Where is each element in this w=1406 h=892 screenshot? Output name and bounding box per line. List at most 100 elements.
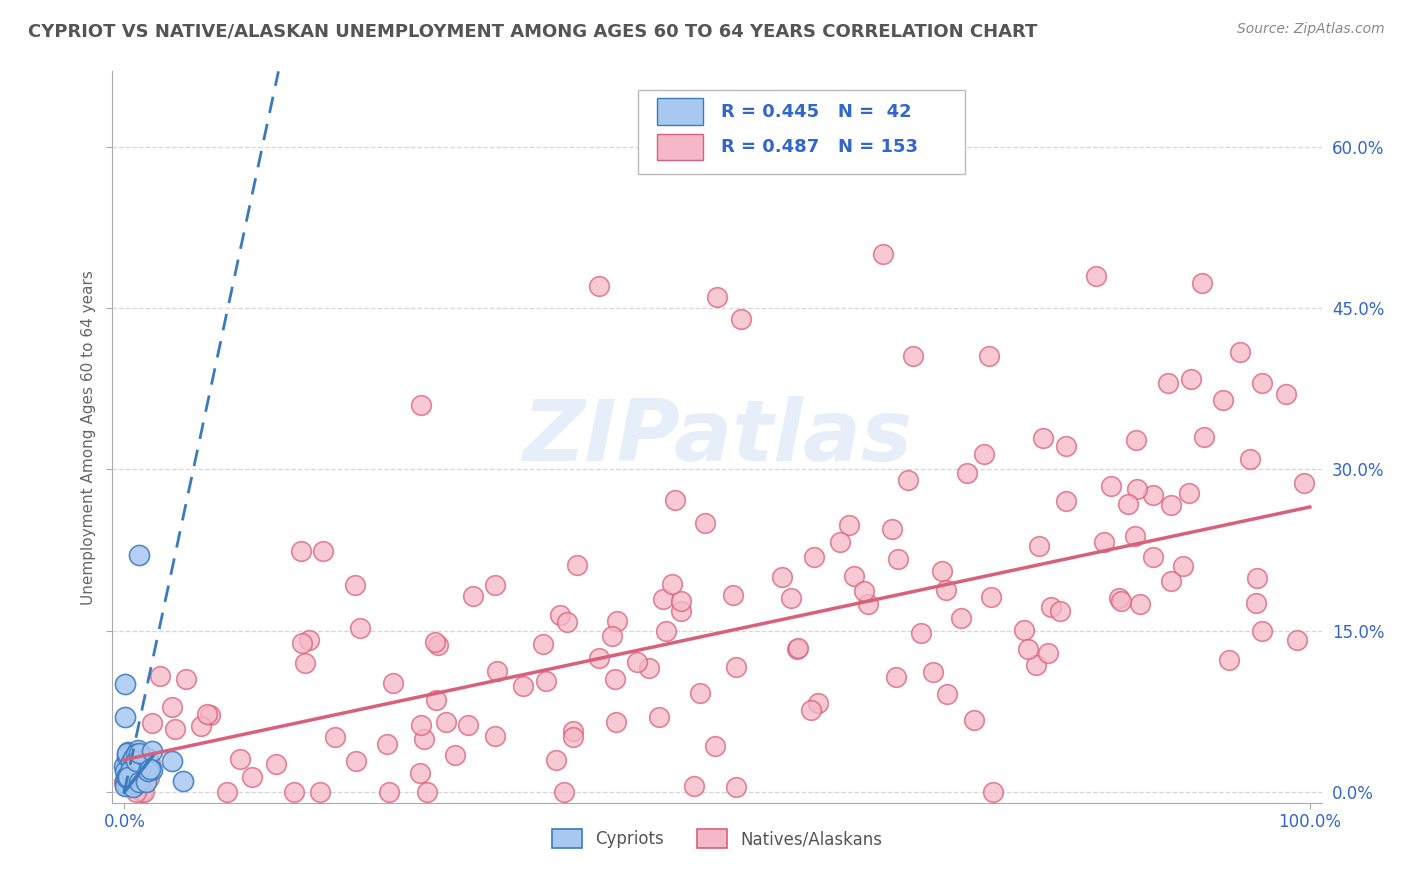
Point bbox=[1118, 498, 1140, 512]
Point bbox=[661, 577, 683, 591]
Point bbox=[125, 785, 148, 799]
Point bbox=[132, 785, 155, 799]
Point bbox=[162, 700, 184, 714]
Point bbox=[378, 785, 401, 799]
Point bbox=[125, 747, 148, 761]
Point bbox=[409, 766, 432, 780]
Point bbox=[112, 759, 135, 773]
Point bbox=[1123, 529, 1146, 543]
Point bbox=[309, 785, 332, 799]
Point bbox=[409, 718, 432, 732]
Point bbox=[117, 768, 139, 782]
Point bbox=[412, 731, 434, 746]
Point bbox=[981, 785, 1004, 799]
Point bbox=[1171, 558, 1194, 573]
Point bbox=[1099, 479, 1122, 493]
Point bbox=[884, 670, 907, 684]
Point bbox=[128, 743, 150, 757]
Point bbox=[546, 753, 568, 767]
Point bbox=[842, 569, 865, 583]
Point bbox=[115, 762, 138, 776]
Point bbox=[973, 447, 995, 461]
Text: CYPRIOT VS NATIVE/ALASKAN UNEMPLOYMENT AMONG AGES 60 TO 64 YEARS CORRELATION CHA: CYPRIOT VS NATIVE/ALASKAN UNEMPLOYMENT A… bbox=[28, 22, 1038, 40]
Point bbox=[160, 754, 183, 768]
Text: Source: ZipAtlas.com: Source: ZipAtlas.com bbox=[1237, 22, 1385, 37]
Point bbox=[588, 650, 610, 665]
Point bbox=[1218, 653, 1240, 667]
Point bbox=[588, 279, 610, 293]
Point bbox=[838, 517, 860, 532]
Point bbox=[115, 772, 138, 786]
Point bbox=[434, 714, 457, 729]
Point bbox=[1017, 642, 1039, 657]
Point bbox=[600, 629, 623, 643]
Point bbox=[533, 637, 555, 651]
Point bbox=[1028, 539, 1050, 553]
Point bbox=[852, 584, 875, 599]
Point bbox=[901, 349, 924, 363]
Point bbox=[128, 775, 150, 789]
Point bbox=[1085, 268, 1108, 283]
Bar bbox=[657, 134, 703, 160]
Point bbox=[664, 492, 686, 507]
Point bbox=[1160, 499, 1182, 513]
Point bbox=[117, 746, 139, 760]
Point bbox=[1032, 431, 1054, 445]
Point bbox=[114, 775, 136, 789]
Point bbox=[553, 785, 575, 799]
Point bbox=[298, 632, 321, 647]
Point bbox=[1049, 604, 1071, 618]
Point bbox=[880, 522, 903, 536]
Point bbox=[138, 772, 160, 786]
Point bbox=[115, 764, 138, 779]
Point bbox=[124, 760, 146, 774]
Point bbox=[1191, 276, 1213, 290]
Point bbox=[149, 669, 172, 683]
Point bbox=[283, 785, 305, 799]
Point bbox=[139, 756, 162, 770]
Point bbox=[1239, 451, 1261, 466]
Point bbox=[121, 750, 143, 764]
Point bbox=[1251, 624, 1274, 638]
Point bbox=[512, 679, 534, 693]
Point bbox=[605, 714, 627, 729]
Text: R = 0.487   N = 153: R = 0.487 N = 153 bbox=[721, 137, 918, 156]
Point bbox=[706, 290, 728, 304]
Point bbox=[651, 591, 673, 606]
Point bbox=[115, 748, 138, 763]
Point bbox=[426, 638, 449, 652]
Point bbox=[770, 570, 793, 584]
Point bbox=[174, 672, 197, 686]
Point bbox=[323, 730, 346, 744]
Legend: Cypriots, Natives/Alaskans: Cypriots, Natives/Alaskans bbox=[543, 821, 891, 856]
Point bbox=[135, 751, 157, 765]
Point bbox=[136, 764, 159, 778]
Point bbox=[115, 777, 138, 791]
Point bbox=[124, 777, 146, 791]
Point bbox=[128, 746, 150, 760]
Point bbox=[922, 665, 945, 680]
Point bbox=[949, 611, 972, 625]
Point bbox=[886, 552, 908, 566]
Point bbox=[655, 624, 678, 639]
Point bbox=[117, 745, 139, 759]
Point bbox=[141, 715, 163, 730]
Point bbox=[463, 589, 485, 603]
Point bbox=[128, 549, 150, 563]
Point bbox=[648, 710, 671, 724]
Point bbox=[117, 770, 139, 784]
Point bbox=[721, 588, 744, 602]
Point bbox=[1054, 440, 1077, 454]
Point bbox=[605, 672, 627, 686]
Point bbox=[637, 660, 659, 674]
Point bbox=[114, 779, 136, 793]
Point bbox=[800, 703, 823, 717]
Point bbox=[291, 635, 314, 649]
Point bbox=[115, 778, 138, 792]
Text: R = 0.445   N =  42: R = 0.445 N = 42 bbox=[721, 103, 911, 120]
Point bbox=[124, 757, 146, 772]
Point bbox=[872, 247, 894, 261]
Point bbox=[349, 621, 371, 635]
Point bbox=[485, 664, 508, 678]
Point bbox=[294, 656, 316, 670]
